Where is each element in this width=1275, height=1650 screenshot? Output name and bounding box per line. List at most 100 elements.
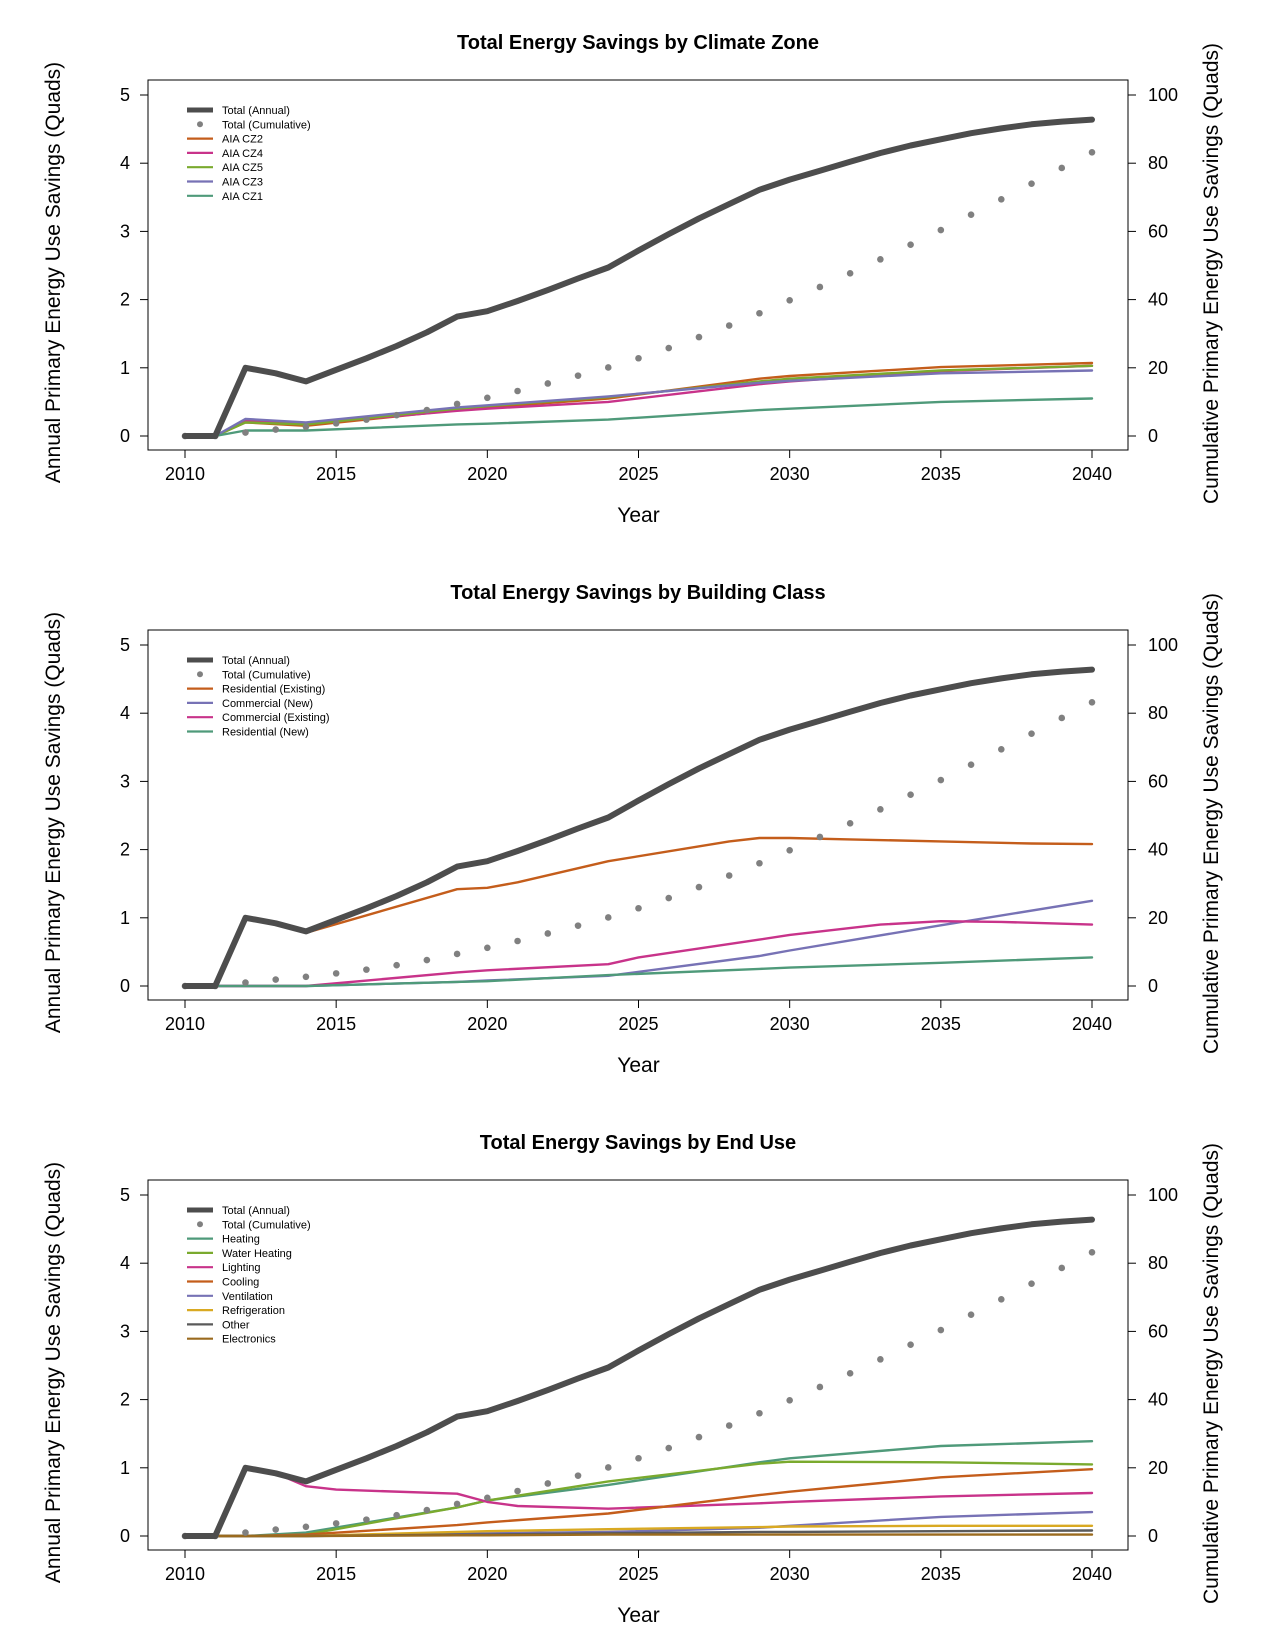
- chart-panel-1: Total Energy Savings by Climate Zone2010…: [42, 32, 1223, 527]
- cumulative-point: [604, 364, 612, 371]
- cumulative-point: [544, 1480, 552, 1487]
- legend-item: AIA CZ5: [187, 162, 263, 174]
- chart-title: Total Energy Savings by Building Class: [450, 582, 825, 604]
- legend-item: Total (Annual): [187, 105, 290, 117]
- cumulative-point: [423, 406, 431, 414]
- legend-label: Commercial (New): [222, 698, 313, 710]
- cumulative-point: [393, 411, 400, 419]
- chart-panel-2: Total Energy Savings by Building Class 20…: [42, 582, 1223, 1077]
- cumulative-point: [423, 956, 431, 964]
- legend-label: Lighting: [222, 1262, 261, 1274]
- y-axis-label-right: Cumulative Primary Energy Use Savings (Q…: [1200, 43, 1223, 504]
- cumulative-point: [302, 423, 310, 431]
- cumulative-point: [363, 416, 370, 423]
- plot-area: [181, 116, 1096, 440]
- cumulative-point: [846, 820, 854, 827]
- cumulative-point: [907, 241, 914, 248]
- cumulative-point: [574, 1472, 582, 1479]
- y2-tick-label: 80: [1148, 703, 1168, 723]
- cumulative-point: [453, 950, 461, 958]
- y-tick-label: 4: [120, 1253, 130, 1273]
- y-axis-label-left: Annual Primary Energy Use Savings (Quads…: [42, 1162, 65, 1583]
- cumulative-point: [877, 1356, 884, 1363]
- y2-tick-label: 0: [1148, 976, 1158, 996]
- legend-label: Total (Cumulative): [222, 1219, 311, 1231]
- cumulative-point: [302, 973, 310, 981]
- cumulative-point: [302, 1523, 310, 1531]
- cumulative-point: [272, 426, 280, 433]
- y2-tick-label: 0: [1148, 1526, 1158, 1546]
- cumulative-point: [937, 776, 945, 784]
- legend-item: Residential (Existing): [187, 684, 325, 696]
- cumulative-point: [514, 937, 521, 945]
- cumulative-point: [1088, 148, 1096, 156]
- legend-item: AIA CZ2: [187, 134, 263, 146]
- cumulative-point: [363, 1516, 370, 1523]
- legend-item: Other: [187, 1319, 250, 1331]
- legend-label: Heating: [222, 1234, 260, 1246]
- x-tick-label: 2025: [618, 464, 658, 484]
- cumulative-point: [332, 970, 340, 977]
- cumulative-point: [453, 1500, 461, 1508]
- chart-title: Total Energy Savings by Climate Zone: [457, 32, 819, 54]
- cumulative-point: [998, 746, 1005, 753]
- x-tick-label: 2040: [1072, 1564, 1112, 1584]
- y-tick-label: 0: [120, 426, 130, 446]
- cumulative-point: [332, 1520, 340, 1527]
- y2-tick-label: 40: [1148, 1390, 1168, 1410]
- legend-item: Commercial (New): [187, 698, 313, 710]
- cumulative-point: [937, 226, 945, 234]
- cumulative-point: [665, 894, 673, 902]
- cumulative-point: [967, 211, 975, 218]
- y2-tick-label: 60: [1148, 221, 1168, 241]
- cumulative-point: [484, 394, 491, 402]
- y-axis-left: 0 1 2 3 4 5: [120, 635, 148, 996]
- cumulative-point: [514, 1487, 521, 1495]
- y-tick-label: 4: [120, 153, 130, 173]
- series-total-cumulative: [181, 148, 1096, 440]
- legend-label: Commercial (Existing): [222, 712, 330, 724]
- legend-item: Refrigeration: [187, 1305, 285, 1317]
- x-tick-label: 2020: [467, 1564, 507, 1584]
- series-total-annual-line: [182, 666, 1095, 989]
- cumulative-point: [332, 420, 340, 427]
- y2-tick-label: 20: [1148, 1458, 1168, 1478]
- y2-tick-label: 20: [1148, 908, 1168, 928]
- cumulative-point: [877, 806, 884, 813]
- x-tick-label: 2015: [316, 1564, 356, 1584]
- legend-label: Ventilation: [222, 1291, 273, 1303]
- y-tick-label: 3: [120, 771, 130, 791]
- x-tick-label: 2030: [770, 1014, 810, 1034]
- y-tick-label: 2: [120, 290, 130, 310]
- series-residential-existing-line: [183, 836, 1094, 988]
- cumulative-point: [756, 859, 763, 867]
- y2-tick-label: 0: [1148, 426, 1158, 446]
- plot-area: [181, 1216, 1096, 1540]
- y-tick-label: 1: [120, 358, 130, 378]
- y-tick-label: 0: [120, 1526, 130, 1546]
- cumulative-point: [665, 344, 673, 352]
- y-axis-left: 0 1 2 3 4 5: [120, 1185, 148, 1546]
- legend-label: AIA CZ1: [222, 191, 263, 203]
- legend-item: Residential (New): [187, 727, 309, 739]
- cumulative-point: [574, 922, 582, 929]
- cumulative-point: [423, 1506, 431, 1514]
- y-tick-label: 5: [120, 1185, 130, 1205]
- cumulative-point: [786, 296, 793, 304]
- cumulative-point: [272, 976, 280, 983]
- y2-tick-label: 60: [1148, 1321, 1168, 1341]
- y2-tick-label: 100: [1148, 85, 1178, 105]
- x-axis-label: Year: [617, 1054, 659, 1077]
- x-axis-label: Year: [617, 1604, 659, 1627]
- cumulative-point: [574, 372, 582, 379]
- cumulative-point: [695, 333, 703, 341]
- legend: Total (Annual) Total (Cumulative) AIA CZ2 A…: [187, 105, 311, 203]
- y-tick-label: 5: [120, 635, 130, 655]
- cumulative-point: [272, 1526, 280, 1533]
- cumulative-point: [604, 914, 612, 921]
- cumulative-point: [393, 1511, 400, 1519]
- cumulative-point: [242, 1529, 249, 1536]
- cumulative-point: [604, 1464, 612, 1471]
- legend-item: Commercial (Existing): [187, 712, 330, 724]
- cumulative-point: [1058, 164, 1066, 172]
